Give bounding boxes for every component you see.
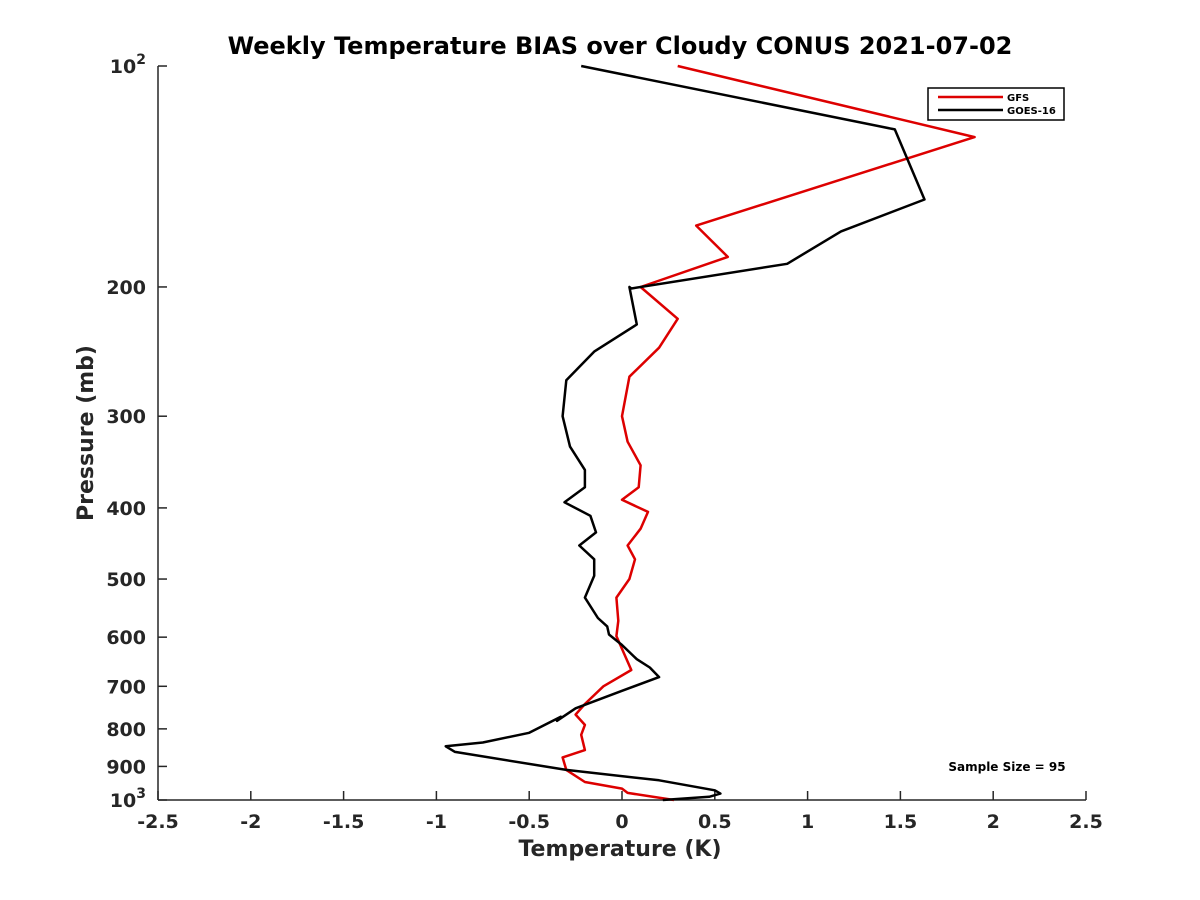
x-tick-label: 2 xyxy=(987,811,1000,833)
y-tick-label: 103 xyxy=(110,786,146,812)
x-axis-label: Temperature (K) xyxy=(518,837,721,862)
y-tick-label: 200 xyxy=(106,277,146,299)
y-tick-label: 102 xyxy=(110,52,146,78)
x-tick-label: 1 xyxy=(801,811,814,833)
x-tick-label: -2.5 xyxy=(137,811,179,833)
y-axis-label: Pressure (mb) xyxy=(74,345,99,521)
series-lines xyxy=(444,64,976,802)
y-tick-label: 500 xyxy=(106,569,146,591)
x-tick-label: -1 xyxy=(426,811,447,833)
y-tick-label: 900 xyxy=(106,756,146,778)
x-tick-label: 0.5 xyxy=(698,811,732,833)
legend-box xyxy=(927,87,1065,121)
y-tick-label: 400 xyxy=(106,498,146,520)
x-tick-label: -0.5 xyxy=(508,811,550,833)
y-tick-label: 600 xyxy=(106,627,146,649)
x-tick-label: 1.5 xyxy=(884,811,918,833)
x-tick-label: 0 xyxy=(615,811,628,833)
legend-label-gfs: GFS xyxy=(1007,93,1029,104)
y-ticks: 102 200 300 400 500 600 700 800 900 103 xyxy=(106,52,167,812)
series-line-gfs xyxy=(561,64,976,802)
series-line-goes16 xyxy=(444,64,926,802)
y-tick-label: 700 xyxy=(106,676,146,698)
sample-size-annotation: Sample Size = 95 xyxy=(948,760,1065,774)
x-tick-label: -1.5 xyxy=(323,811,365,833)
legend: GFS GOES-16 xyxy=(927,87,1065,121)
y-tick-label: 800 xyxy=(106,719,146,741)
x-tick-label: 2.5 xyxy=(1069,811,1103,833)
x-ticks: -2.5 -2 -1.5 -1 -0.5 0 0.5 1 1.5 2 2.5 xyxy=(137,791,1103,833)
x-tick-label: -2 xyxy=(240,811,261,833)
y-tick-label: 300 xyxy=(106,406,146,428)
legend-label-goes16: GOES-16 xyxy=(1007,106,1056,117)
chart-title: Weekly Temperature BIAS over Cloudy CONU… xyxy=(228,32,1013,60)
